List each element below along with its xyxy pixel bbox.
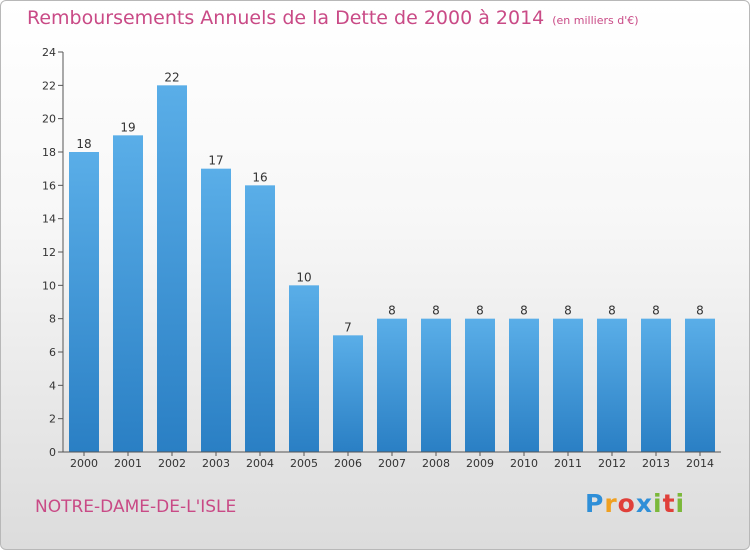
bar-2002	[157, 85, 187, 452]
y-tick-label: 14	[42, 213, 56, 226]
bar-value-label: 17	[208, 154, 223, 168]
y-tick-label: 8	[49, 313, 56, 326]
bar-2009	[465, 318, 495, 452]
y-tick-label: 10	[42, 279, 56, 292]
y-tick-label: 12	[42, 246, 56, 259]
y-tick-label: 20	[42, 113, 56, 126]
bar-value-label: 8	[608, 304, 616, 318]
bar-2011	[553, 318, 583, 452]
logo-letter: i	[653, 489, 663, 518]
x-tick-label: 2012	[598, 457, 626, 470]
y-tick-label: 22	[42, 79, 56, 92]
bar-2005	[289, 285, 319, 452]
bar-value-label: 8	[564, 304, 572, 318]
bar-2003	[201, 168, 231, 452]
logo-letter: i	[675, 489, 686, 518]
bar-2001	[113, 135, 143, 453]
logo-letter: x	[635, 489, 653, 518]
commune-name: NOTRE-DAME-DE-L'ISLE	[35, 497, 237, 517]
logo-letter: P	[585, 489, 605, 518]
bar-2013	[641, 318, 671, 452]
x-tick-label: 2011	[554, 457, 582, 470]
chart-title: Remboursements Annuels de la Dette de 20…	[27, 7, 545, 29]
bar-value-label: 18	[76, 137, 91, 151]
chart-subtitle: (en milliers d'€)	[552, 14, 639, 27]
x-tick-label: 2009	[466, 457, 494, 470]
bar-value-label: 8	[652, 304, 660, 318]
bar-value-label: 22	[164, 70, 179, 84]
x-tick-label: 2002	[158, 457, 186, 470]
bar-value-label: 8	[520, 304, 528, 318]
bar-value-label: 19	[120, 120, 135, 134]
logo-letter: o	[617, 489, 636, 518]
x-tick-label: 2014	[686, 457, 714, 470]
bar-2014	[685, 318, 715, 452]
x-tick-label: 2007	[378, 457, 406, 470]
x-tick-label: 2001	[114, 457, 142, 470]
bar-value-label: 8	[476, 304, 484, 318]
bar-value-label: 8	[432, 304, 440, 318]
logo-letter: t	[662, 489, 676, 518]
y-tick-label: 0	[49, 446, 56, 459]
x-tick-label: 2003	[202, 457, 230, 470]
bar-2008	[421, 318, 451, 452]
bar-value-label: 8	[696, 304, 704, 318]
x-tick-label: 2000	[70, 457, 98, 470]
bar-2006	[333, 335, 363, 452]
x-axis: 2000 2001 2002 2003 2004 2005 2006 2007 2008 2009…	[63, 451, 721, 470]
x-tick-label: 2005	[290, 457, 318, 470]
x-tick-label: 2013	[642, 457, 670, 470]
bar-value-label: 10	[296, 270, 311, 284]
y-tick-label: 6	[49, 346, 56, 359]
bar-2010	[509, 318, 539, 452]
bar-value-label: 7	[344, 320, 352, 334]
bar-value-label: 8	[388, 304, 396, 318]
y-tick-label: 18	[42, 146, 56, 159]
y-tick-label: 24	[42, 46, 56, 59]
logo-letter: r	[604, 489, 618, 518]
x-tick-label: 2010	[510, 457, 538, 470]
y-tick-label: 4	[49, 379, 56, 392]
bar-2007	[377, 318, 407, 452]
y-tick-label: 2	[49, 413, 56, 426]
bar-2004	[245, 185, 275, 453]
x-tick-label: 2004	[246, 457, 274, 470]
y-tick-label: 16	[42, 179, 56, 192]
x-tick-label: 2006	[334, 457, 362, 470]
chart-title-row: Remboursements Annuels de la Dette de 20…	[27, 7, 639, 29]
bars: 18 19 22 17 16 10 7 8 8 8 8 8 8 8 8	[69, 70, 715, 453]
bar-value-label: 16	[252, 170, 267, 184]
bar-2012	[597, 318, 627, 452]
x-tick-label: 2008	[422, 457, 450, 470]
bar-2000	[69, 152, 99, 452]
proxiti-logo: Proxiti	[585, 489, 685, 518]
